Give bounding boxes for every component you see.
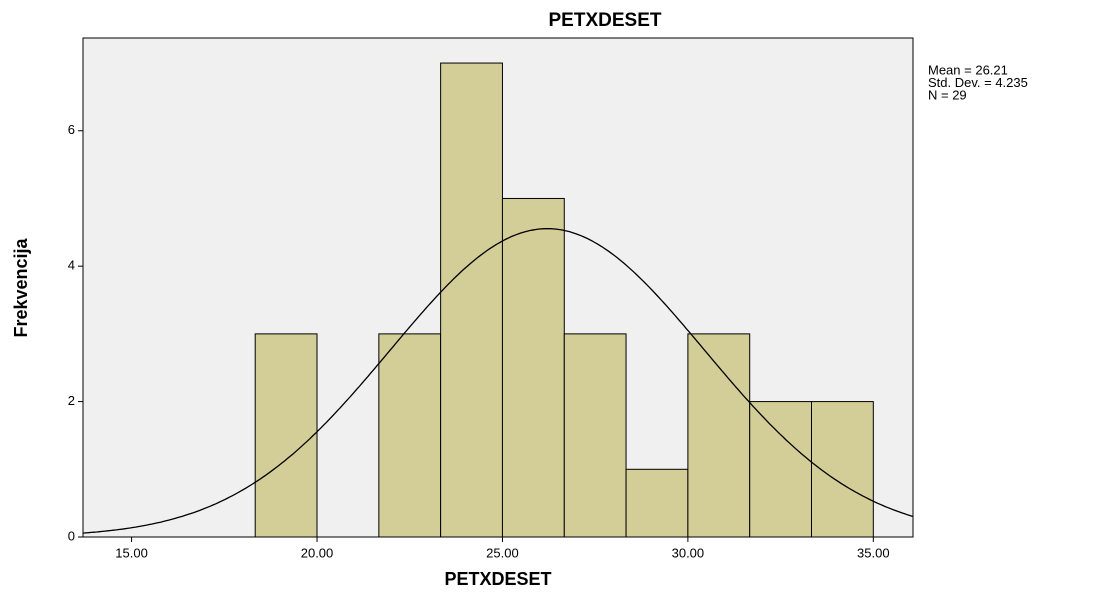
x-tick-label: 15.00 xyxy=(115,545,148,560)
bar xyxy=(440,62,503,538)
y-tick-label: 0 xyxy=(68,528,75,543)
bar xyxy=(749,401,812,538)
normal-curve xyxy=(82,228,914,534)
bar xyxy=(687,333,751,538)
x-axis-label: PETXDESET xyxy=(444,569,551,589)
x-tick-label: 35.00 xyxy=(857,545,890,560)
y-tick-label: 2 xyxy=(68,393,75,408)
bar xyxy=(254,333,318,538)
x-tick-label: 25.00 xyxy=(486,545,519,560)
stat-label: Std. Dev. = 4.235 xyxy=(928,75,1028,90)
y-tick-label: 4 xyxy=(68,258,75,273)
y-tick-label: 6 xyxy=(68,122,75,137)
stat-label: N = 29 xyxy=(928,87,967,102)
bar xyxy=(625,468,689,538)
chart-title: PETXDESET xyxy=(549,10,662,31)
x-tick-label: 20.00 xyxy=(301,545,334,560)
bar xyxy=(563,333,627,538)
stat-label: Mean = 26.21 xyxy=(928,62,1008,77)
x-tick-label: 30.00 xyxy=(672,545,705,560)
y-axis-label: Frekvencija xyxy=(11,237,31,337)
bar xyxy=(501,197,565,538)
bar xyxy=(378,333,442,538)
